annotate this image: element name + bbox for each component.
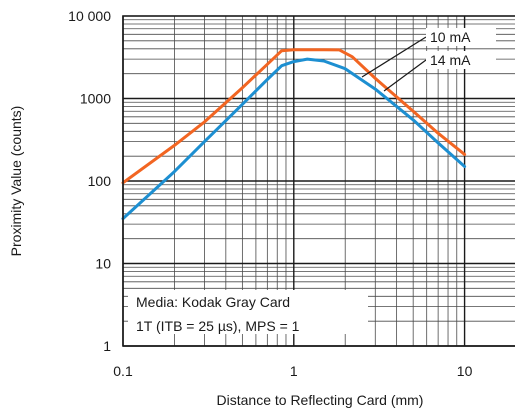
annotation-media: Media: Kodak Gray Card [136, 294, 290, 310]
y-axis-title: Proximity Value (counts) [8, 106, 24, 257]
y-tick-label: 10 000 [68, 8, 111, 24]
series-label-background [426, 28, 496, 46]
annotation-background [128, 290, 368, 334]
series-leader-line [383, 59, 427, 92]
series-labels: 10 mA 14 mA [361, 28, 496, 92]
y-tick-label: 1 [103, 338, 111, 354]
series-line-14-ma [121, 57, 467, 221]
series-label-background [426, 51, 496, 69]
annotation-settings: 1T (ITB = 25 µs), MPS = 1 [136, 318, 300, 334]
series-label: 14 mA [430, 52, 471, 68]
y-tick-label: 100 [88, 173, 112, 189]
y-tick-label: 10 [95, 256, 111, 272]
series-label: 10 mA [430, 29, 471, 45]
x-tick-label: 10 [457, 363, 473, 379]
series-line-10-ma [121, 48, 467, 185]
plot-frame [122, 15, 515, 347]
x-axis-title: Distance to Reflecting Card (mm) [217, 392, 424, 408]
series-leader-line [361, 36, 427, 78]
x-tick-label: 1 [290, 363, 298, 379]
series-layer [121, 48, 467, 221]
y-tick-label: 1000 [80, 91, 111, 107]
annotation-box [128, 290, 368, 334]
x-tick-label: 0.1 [113, 363, 133, 379]
